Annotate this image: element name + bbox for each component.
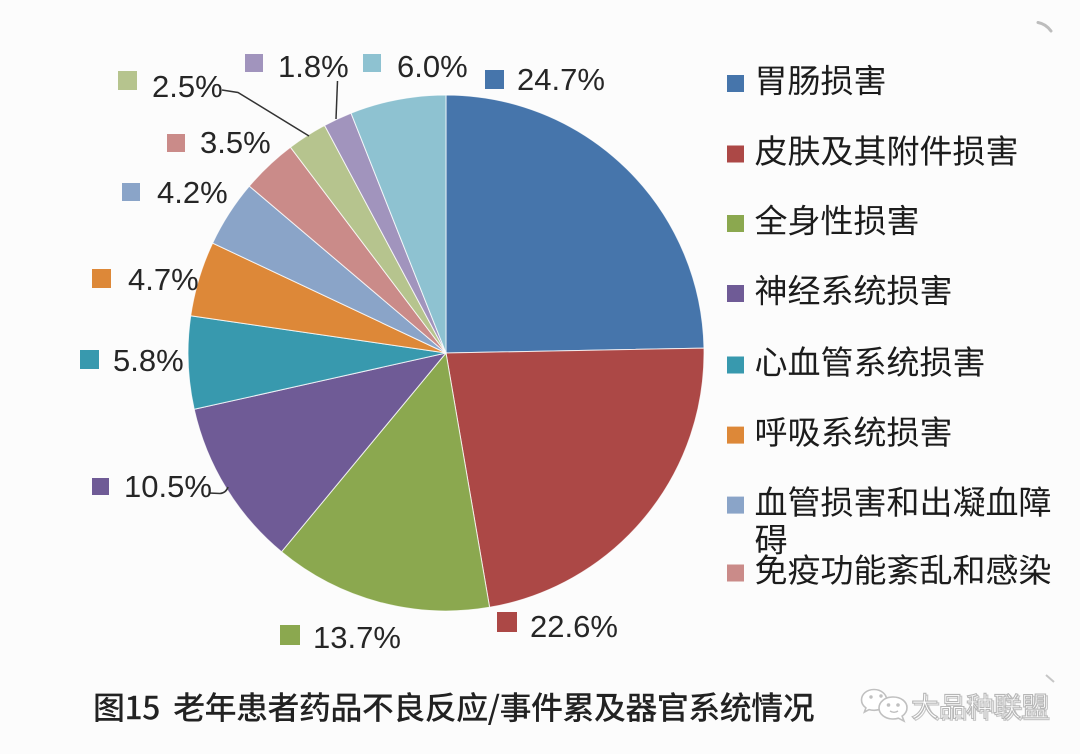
svg-text:10.5%: 10.5% bbox=[124, 469, 212, 504]
svg-text:13.7%: 13.7% bbox=[313, 620, 401, 655]
svg-text:4.7%: 4.7% bbox=[128, 262, 199, 297]
svg-text:22.6%: 22.6% bbox=[530, 609, 618, 644]
svg-text:24.7%: 24.7% bbox=[517, 62, 605, 97]
svg-text:6.0%: 6.0% bbox=[397, 49, 468, 84]
svg-text:5.8%: 5.8% bbox=[113, 343, 184, 378]
svg-text:2.5%: 2.5% bbox=[152, 69, 223, 104]
svg-text:4.2%: 4.2% bbox=[157, 175, 228, 210]
svg-text:3.5%: 3.5% bbox=[200, 125, 271, 160]
svg-text:1.8%: 1.8% bbox=[278, 49, 349, 84]
